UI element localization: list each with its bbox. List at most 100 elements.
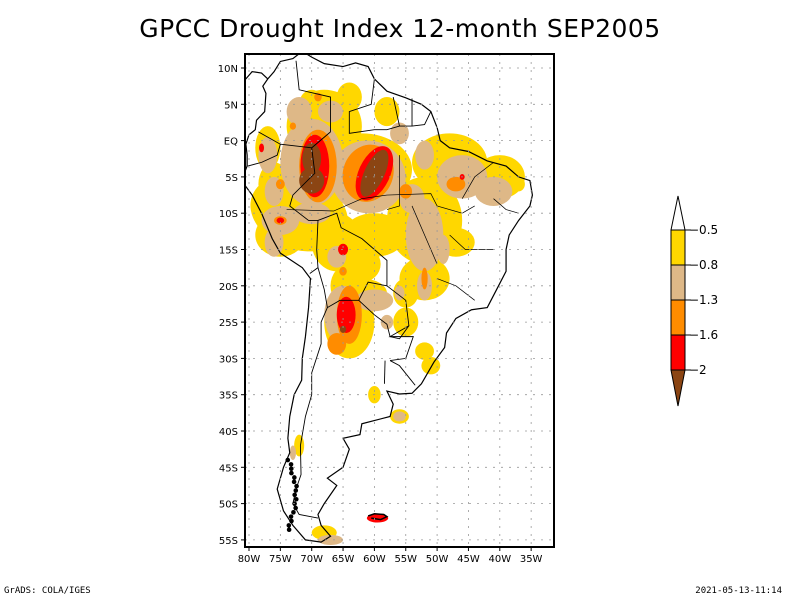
state-border	[286, 193, 475, 214]
drought-area-level-5	[339, 325, 347, 333]
drought-area-level-5	[299, 167, 325, 194]
drought-area-level-2	[292, 202, 331, 225]
panama-coastline	[245, 70, 269, 81]
drought-area-level-1	[343, 213, 406, 257]
y-tick-label: 25S	[219, 318, 238, 329]
legend-color-band	[670, 334, 686, 371]
south-america-coastline	[245, 54, 534, 543]
drought-area-level-3	[421, 267, 428, 290]
colorbar-legend: −0.5 −0.8 −1.3 −1.6 −2	[670, 195, 718, 407]
x-tick-label: 65W	[332, 554, 355, 565]
chile-island	[285, 457, 291, 463]
state-border	[449, 234, 494, 250]
drought-area-level-2	[437, 234, 450, 265]
drought-area-level-4	[259, 143, 265, 153]
chile-island	[286, 527, 292, 533]
legend-color-band	[670, 264, 686, 301]
drought-area-level-3	[446, 176, 466, 192]
legend-label: −1.3	[689, 293, 718, 307]
drought-area-level-1	[421, 356, 441, 375]
y-tick-label: 30S	[219, 354, 238, 365]
falkland-islands	[367, 513, 389, 521]
x-tick-label: 50W	[426, 554, 449, 565]
country-border	[348, 78, 432, 134]
y-tick-label: 10S	[219, 209, 238, 220]
legend-color-band	[670, 229, 686, 266]
drought-area-level-4	[336, 296, 356, 333]
drought-area-level-3	[289, 122, 297, 130]
chile-island	[289, 470, 294, 476]
legend-label: −1.6	[689, 328, 718, 342]
chart-title: GPCC Drought Index 12-month SEP2005	[139, 14, 661, 43]
country-border	[295, 60, 331, 132]
drought-area-level-2	[317, 534, 344, 545]
drought-area-level-4	[366, 513, 389, 523]
country-border	[309, 220, 319, 274]
drought-area-level-2	[415, 140, 434, 170]
country-border	[317, 267, 388, 309]
x-axis: 80W 75W 70W 65W 60W 55W 50W 45W 40W 35W	[238, 547, 543, 565]
state-border	[386, 155, 400, 210]
chile-island	[288, 466, 294, 472]
chile-island	[288, 514, 294, 519]
chile-island	[294, 483, 299, 489]
x-tick-label: 70W	[300, 554, 323, 565]
state-border	[493, 198, 519, 214]
drought-area-level-2	[394, 285, 405, 301]
drought-area-level-2	[380, 314, 394, 330]
legend-upper-triangle	[670, 195, 686, 231]
chile-island	[292, 475, 297, 480]
chile-island	[292, 492, 297, 498]
map-frame	[244, 53, 555, 548]
y-tick-label: 10N	[218, 64, 238, 75]
legend-label: −0.8	[689, 258, 718, 272]
legend-label: −2	[689, 363, 707, 377]
drought-shading	[250, 82, 525, 545]
drought-area-level-3	[327, 332, 347, 355]
coastlines-borders	[245, 54, 534, 543]
drought-area-level-2	[474, 176, 513, 206]
x-tick-label: 75W	[269, 554, 292, 565]
drought-area-level-4	[338, 243, 349, 256]
y-tick-label: 45S	[219, 463, 238, 474]
chile-island	[293, 488, 299, 493]
x-tick-label: 35W	[520, 554, 543, 565]
chile-island	[288, 462, 294, 467]
chile-island	[293, 496, 299, 502]
y-tick-label: 50S	[219, 500, 238, 511]
country-border	[383, 360, 386, 384]
footer-timestamp: 2021-05-13-11:14	[695, 586, 782, 596]
y-tick-label: 40S	[219, 427, 238, 438]
drought-area-level-5	[360, 149, 389, 197]
drought-area-level-2	[393, 411, 406, 422]
x-tick-label: 45W	[457, 554, 480, 565]
chile-island	[293, 505, 298, 511]
grid-lines	[245, 54, 554, 547]
chile-island	[291, 510, 296, 515]
drought-area-level-2	[286, 97, 312, 127]
x-tick-label: 60W	[363, 554, 386, 565]
x-tick-label: 80W	[238, 554, 261, 565]
y-axis: 10N 5N EQ 5S 10S 15S 20S 25S 30S 35S 40S 45S 50S 55S	[218, 64, 245, 547]
legend-label: −0.5	[689, 223, 718, 237]
x-tick-label: 40W	[488, 554, 511, 565]
legend-color-band	[670, 299, 686, 336]
drought-area-level-1	[343, 245, 381, 283]
y-tick-label: 15S	[219, 246, 238, 257]
y-tick-label: 35S	[219, 391, 238, 402]
y-tick-label: 20S	[219, 282, 238, 293]
chile-island	[291, 479, 297, 485]
drought-area-level-1	[415, 342, 434, 360]
y-tick-label: 55S	[219, 536, 238, 547]
drought-area-level-3	[275, 179, 285, 190]
country-border	[247, 144, 281, 167]
drought-area-level-4	[276, 217, 285, 224]
footer-credit: GrADS: COLA/IGES	[4, 586, 91, 596]
drought-area-level-1	[336, 82, 362, 112]
drought-area-level-2	[289, 445, 297, 461]
chile-island	[289, 518, 294, 524]
drought-area-level-1	[512, 176, 525, 192]
country-border	[358, 299, 410, 340]
country-border	[392, 96, 400, 127]
